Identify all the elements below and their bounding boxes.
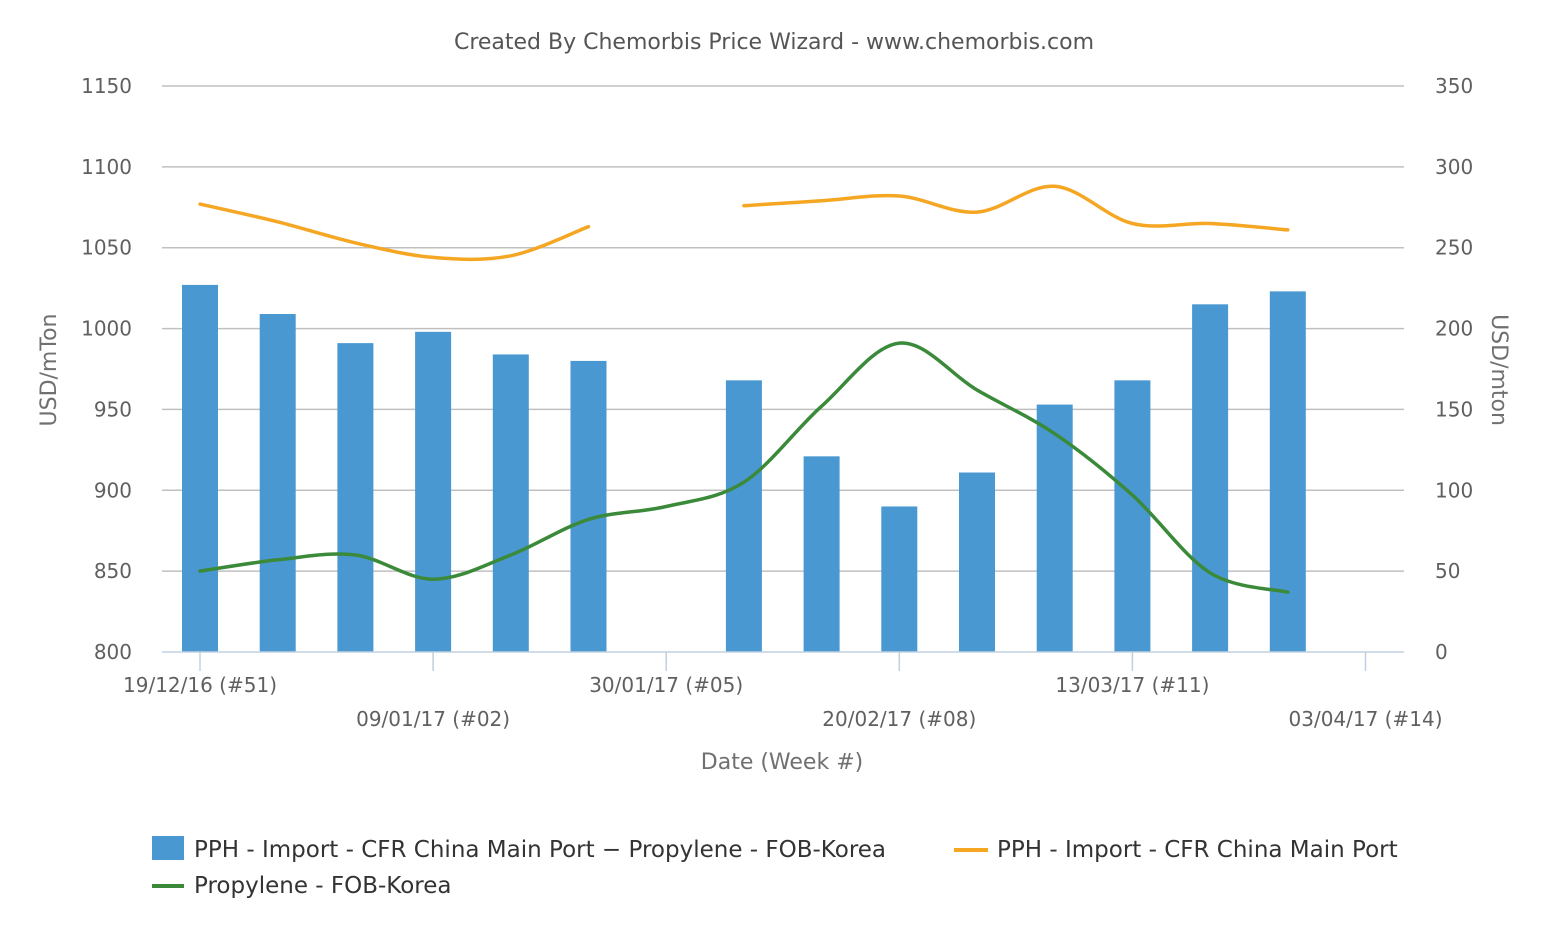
y-tick-left: 1000	[81, 317, 132, 341]
legend-label-propylene: Propylene - FOB-Korea	[194, 873, 452, 899]
legend-item-propylene[interactable]: Propylene - FOB-Korea	[152, 873, 452, 899]
y-tick-right: 350	[1435, 74, 1473, 98]
bar	[492, 354, 529, 652]
x-tick-label: 30/01/17 (#05)	[589, 673, 743, 697]
bar	[1114, 380, 1151, 652]
y-tick-right: 250	[1435, 236, 1473, 260]
y-tick-left: 850	[94, 559, 132, 583]
x-axis: 19/12/16 (#51) 09/01/17 (#02) 30/01/17 (#0…	[123, 651, 1443, 731]
y-tick-left: 900	[94, 478, 132, 502]
x-tick-label: 19/12/16 (#51)	[123, 673, 277, 697]
bar	[803, 456, 840, 652]
legend-item-pph[interactable]: PPH - Import - CFR China Main Port	[954, 837, 1398, 863]
bar	[959, 472, 995, 652]
bar	[570, 360, 607, 652]
legend-item-spread[interactable]: PPH - Import - CFR China Main Port − Pro…	[152, 836, 886, 863]
chart-title: Created By Chemorbis Price Wizard - www.…	[454, 30, 1094, 55]
y-axis-title-left: USD/mTon	[37, 314, 62, 427]
bar	[881, 506, 918, 652]
pph-price-line	[742, 184, 1290, 232]
bar	[182, 284, 218, 652]
y-tick-right: 0	[1435, 640, 1448, 664]
y-tick-right: 50	[1435, 559, 1460, 583]
y-tick-right: 100	[1435, 478, 1473, 502]
line-series	[198, 184, 1290, 594]
bar	[1269, 291, 1306, 652]
bar	[337, 343, 374, 652]
bar	[415, 331, 452, 652]
legend-label-pph: PPH - Import - CFR China Main Port	[997, 837, 1398, 863]
y-tick-left: 1150	[81, 74, 132, 98]
legend-swatch-bar	[152, 836, 184, 860]
propylene-price-line	[198, 341, 1290, 594]
y-tick-left: 800	[94, 640, 132, 664]
bar	[1036, 404, 1073, 652]
y-tick-right: 200	[1435, 317, 1473, 341]
x-tick-label: 13/03/17 (#11)	[1055, 673, 1209, 697]
legend: PPH - Import - CFR China Main Port − Pro…	[152, 836, 1398, 899]
bar	[725, 380, 762, 652]
y-axis-title-right: USD/mton	[1486, 314, 1511, 426]
right-y-axis: 0 50 100 150 200 250 300 350	[1435, 74, 1473, 664]
y-tick-left: 950	[94, 397, 132, 421]
legend-label-spread: PPH - Import - CFR China Main Port − Pro…	[194, 837, 886, 863]
pph-price-line	[198, 202, 591, 262]
x-tick-label: 20/02/17 (#08)	[822, 707, 976, 731]
y-tick-right: 150	[1435, 397, 1473, 421]
x-tick-label: 03/04/17 (#14)	[1289, 707, 1443, 731]
bar	[1192, 304, 1229, 652]
y-tick-left: 1050	[81, 236, 132, 260]
bar-series	[182, 284, 1306, 652]
x-axis-title: Date (Week #)	[701, 750, 863, 775]
bar	[259, 314, 296, 652]
x-tick-label: 09/01/17 (#02)	[356, 707, 510, 731]
y-tick-left: 1100	[81, 155, 132, 179]
left-y-axis: 800 850 900 950 1000 1050 1100 1150	[81, 74, 132, 664]
y-tick-right: 300	[1435, 155, 1473, 179]
